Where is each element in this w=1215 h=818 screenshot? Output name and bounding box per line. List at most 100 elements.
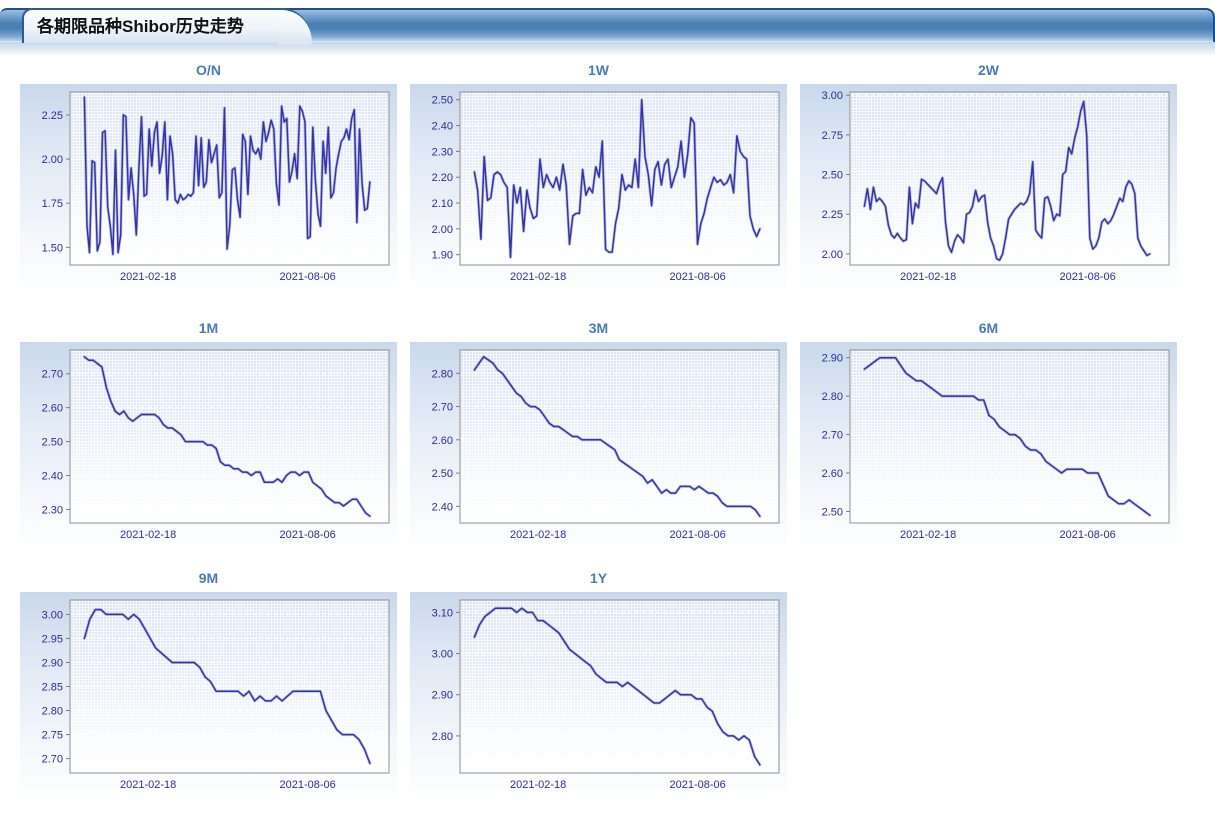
- chart-title: 3M: [588, 320, 609, 336]
- svg-text:2.70: 2.70: [432, 402, 453, 414]
- chart-panel: 2.30 2.40 2.50 2.60 2.70 2021-02-18 2021-08-06: [20, 342, 397, 553]
- svg-text:2.80: 2.80: [822, 391, 843, 403]
- chart-title: 2W: [978, 62, 999, 78]
- svg-text:2021-02-18: 2021-02-18: [510, 529, 566, 541]
- svg-text:2.30: 2.30: [42, 504, 63, 516]
- svg-text:2.00: 2.00: [42, 154, 63, 166]
- chart-1y: 1Y 2.80 2.90 3.00 3.10 2021-02-18 2021-08-06: [410, 566, 787, 803]
- svg-text:2.80: 2.80: [432, 731, 453, 743]
- svg-text:2021-02-18: 2021-02-18: [900, 271, 956, 283]
- page-title: 各期限品种Shibor历史走势: [37, 17, 244, 36]
- svg-text:2.70: 2.70: [42, 754, 63, 766]
- header-tab: 各期限品种Shibor历史走势: [22, 8, 312, 45]
- svg-text:3.10: 3.10: [432, 607, 453, 619]
- svg-text:2.70: 2.70: [822, 430, 843, 442]
- svg-text:1.75: 1.75: [42, 198, 63, 210]
- svg-text:2021-08-06: 2021-08-06: [670, 779, 726, 791]
- plot: 2.30 2.40 2.50 2.60 2.70 2021-02-18 2021-08-06: [20, 342, 397, 553]
- chart-panel: 2.70 2.75 2.80 2.85 2.90 2.95 3.00 2021-02-18 20…: [20, 592, 397, 803]
- svg-text:3.00: 3.00: [822, 90, 843, 102]
- plot: 2.70 2.75 2.80 2.85 2.90 2.95 3.00 2021-02-18 20…: [20, 592, 397, 803]
- svg-text:1.90: 1.90: [432, 250, 453, 262]
- chart-panel: 2.80 2.90 3.00 3.10 2021-02-18 2021-08-06: [410, 592, 787, 803]
- svg-text:2.95: 2.95: [42, 633, 63, 645]
- svg-text:2021-02-18: 2021-02-18: [120, 529, 176, 541]
- svg-text:2.85: 2.85: [42, 682, 63, 694]
- svg-text:2.90: 2.90: [42, 657, 63, 669]
- svg-text:1.50: 1.50: [42, 242, 63, 254]
- svg-text:2.30: 2.30: [432, 146, 453, 158]
- svg-text:2.40: 2.40: [42, 471, 63, 483]
- chart-title: 1M: [198, 320, 219, 336]
- chart-1m: 1M 2.30 2.40 2.50 2.60 2.70 2021-02-18 2021-08…: [20, 316, 397, 553]
- svg-text:2.20: 2.20: [432, 172, 453, 184]
- svg-text:2.50: 2.50: [822, 170, 843, 182]
- svg-text:2.50: 2.50: [822, 506, 843, 518]
- svg-text:2021-02-18: 2021-02-18: [120, 779, 176, 791]
- chart-9m: 9M 2.70 2.75 2.80 2.85 2.90 2.95 3.00 2021-02-1…: [20, 566, 397, 803]
- header-fade: [0, 42, 1215, 57]
- svg-text:2.75: 2.75: [822, 130, 843, 142]
- svg-text:2.90: 2.90: [822, 353, 843, 365]
- svg-text:2021-08-06: 2021-08-06: [1060, 271, 1116, 283]
- chart-1w: 1W 1.90 2.00 2.10 2.20 2.30 2.40 2.50 2021-02-1…: [410, 58, 787, 295]
- svg-text:2021-08-06: 2021-08-06: [670, 529, 726, 541]
- svg-text:2021-02-18: 2021-02-18: [900, 529, 956, 541]
- svg-text:2.75: 2.75: [42, 730, 63, 742]
- chart-panel: 1.90 2.00 2.10 2.20 2.30 2.40 2.50 2021-02-18 20…: [410, 84, 787, 295]
- chart-title: 9M: [198, 570, 219, 586]
- chart-panel: 2.40 2.50 2.60 2.70 2.80 2021-02-18 2021-08-06: [410, 342, 787, 553]
- svg-text:2021-08-06: 2021-08-06: [670, 271, 726, 283]
- chart-title: 1Y: [589, 570, 608, 586]
- svg-text:2.70: 2.70: [42, 369, 63, 381]
- plot-area-background: [70, 350, 389, 523]
- svg-text:2.80: 2.80: [432, 368, 453, 380]
- svg-text:2.60: 2.60: [432, 435, 453, 447]
- plot: 2.80 2.90 3.00 3.10 2021-02-18 2021-08-06: [410, 592, 787, 803]
- chart-panel: 1.50 1.75 2.00 2.25 2021-02-18 2021-08-06: [20, 84, 397, 295]
- chart-panel: 2.50 2.60 2.70 2.80 2.90 2021-02-18 2021-08-06: [800, 342, 1177, 553]
- svg-text:2.10: 2.10: [432, 198, 453, 210]
- svg-text:2021-08-06: 2021-08-06: [280, 529, 336, 541]
- plot-area-background: [460, 350, 779, 523]
- svg-text:2.60: 2.60: [42, 403, 63, 415]
- plot: 1.90 2.00 2.10 2.20 2.30 2.40 2.50 2021-02-18 20…: [410, 84, 787, 295]
- svg-text:2.80: 2.80: [42, 706, 63, 718]
- svg-text:2.00: 2.00: [432, 224, 453, 236]
- svg-text:3.00: 3.00: [42, 609, 63, 621]
- svg-text:2021-08-06: 2021-08-06: [1060, 529, 1116, 541]
- plot-area-background: [850, 350, 1169, 523]
- chart-overnight: O/N 1.50 1.75 2.00 2.25 2021-02-18 2021-08-06: [20, 58, 397, 295]
- chart-title: O/N: [196, 62, 221, 78]
- plot-area-background: [460, 600, 779, 773]
- plot-area-background: [850, 92, 1169, 265]
- chart-6m: 6M 2.50 2.60 2.70 2.80 2.90 2021-02-18 2021-08…: [800, 316, 1177, 553]
- plot: 2.00 2.25 2.50 2.75 3.00 2021-02-18 2021-08-06: [800, 84, 1177, 295]
- plot: 2.50 2.60 2.70 2.80 2.90 2021-02-18 2021-08-06: [800, 342, 1177, 553]
- svg-text:2.50: 2.50: [432, 468, 453, 480]
- svg-text:2.50: 2.50: [42, 437, 63, 449]
- svg-text:2.40: 2.40: [432, 501, 453, 513]
- plot-area-background: [460, 92, 779, 265]
- svg-text:3.00: 3.00: [432, 649, 453, 661]
- chart-panel: 2.00 2.25 2.50 2.75 3.00 2021-02-18 2021-08-06: [800, 84, 1177, 295]
- svg-text:2.90: 2.90: [432, 690, 453, 702]
- chart-3m: 3M 2.40 2.50 2.60 2.70 2.80 2021-02-18 2021-08…: [410, 316, 787, 553]
- chart-title: 6M: [978, 320, 999, 336]
- svg-text:2.50: 2.50: [432, 95, 453, 107]
- svg-text:2021-08-06: 2021-08-06: [280, 779, 336, 791]
- plot-area-background: [70, 600, 389, 773]
- plot: 1.50 1.75 2.00 2.25 2021-02-18 2021-08-06: [20, 84, 397, 295]
- svg-text:2.25: 2.25: [822, 209, 843, 221]
- svg-text:2.25: 2.25: [42, 110, 63, 122]
- chart-title: 1W: [588, 62, 609, 78]
- page-header: 各期限品种Shibor历史走势: [0, 0, 1215, 57]
- svg-text:2.60: 2.60: [822, 468, 843, 480]
- svg-text:2021-02-18: 2021-02-18: [120, 271, 176, 283]
- chart-2w: 2W 2.00 2.25 2.50 2.75 3.00 2021-02-18 2021-08…: [800, 58, 1177, 295]
- plot: 2.40 2.50 2.60 2.70 2.80 2021-02-18 2021-08-06: [410, 342, 787, 553]
- svg-text:2021-02-18: 2021-02-18: [510, 779, 566, 791]
- svg-text:2021-02-18: 2021-02-18: [510, 271, 566, 283]
- svg-text:2.00: 2.00: [822, 249, 843, 261]
